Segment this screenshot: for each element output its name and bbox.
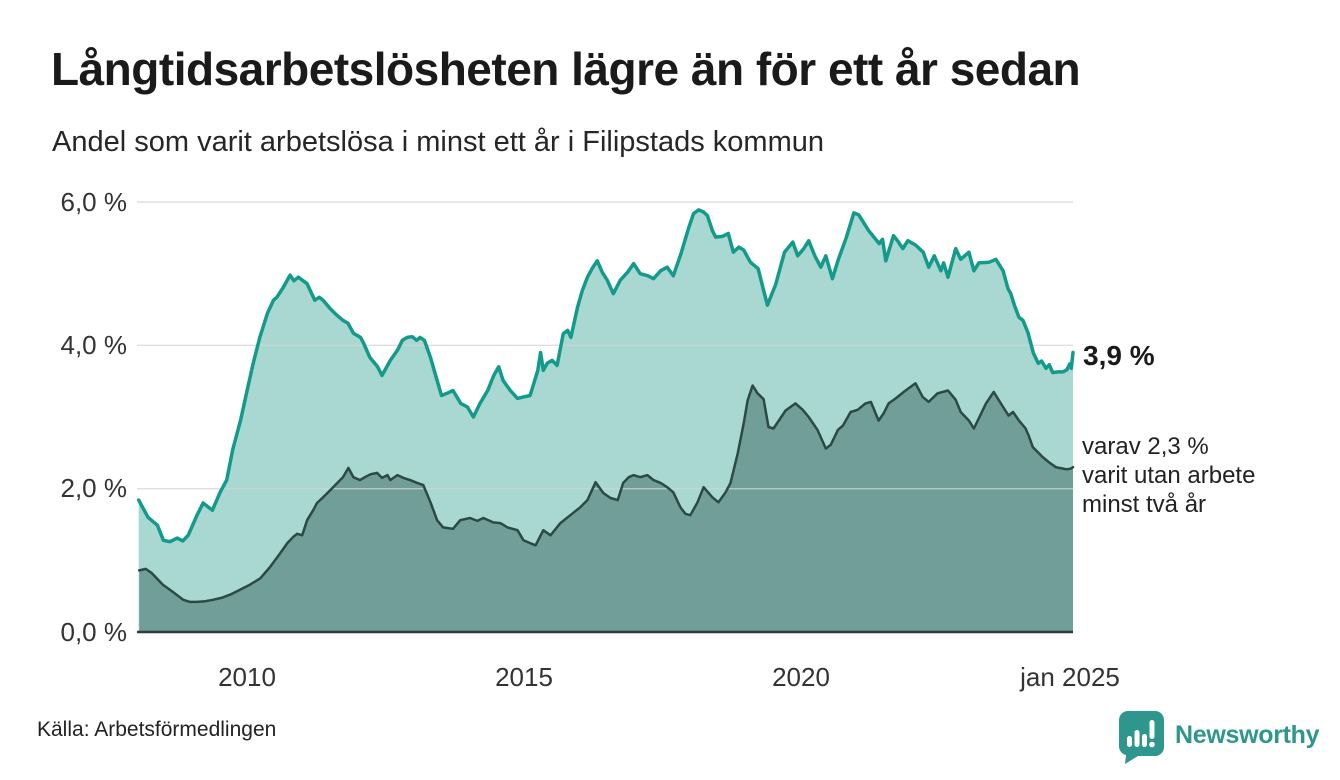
note-line-3: minst två år bbox=[1082, 491, 1207, 518]
newsworthy-logo: Newsworthy bbox=[1117, 710, 1320, 766]
chart-subtitle: Andel som varit arbetslösa i minst ett å… bbox=[52, 126, 824, 158]
y-tick-label-0: 0,0 % bbox=[60, 617, 128, 647]
series-line-2 bbox=[137, 382, 1075, 604]
note-line-1: varav 2,3 % bbox=[1082, 433, 1209, 460]
x-tick-label-2010: 2010 bbox=[218, 662, 276, 692]
x-tick-label-2015: 2015 bbox=[495, 662, 553, 692]
latest-value-label: 3,9 % bbox=[1083, 340, 1155, 371]
y-tick-label-4: 4,0 % bbox=[60, 330, 128, 360]
y-tick-label-6: 6,0 % bbox=[60, 187, 128, 217]
y-tick-label-2: 2,0 % bbox=[60, 473, 128, 503]
page-title: Långtidsarbetslösheten lägre än för ett … bbox=[51, 43, 1081, 95]
note-line-2: varit utan arbete bbox=[1082, 462, 1256, 489]
series-area-2 bbox=[139, 383, 1073, 632]
newsworthy-wordmark: Newsworthy bbox=[1175, 720, 1320, 749]
series-line-1 bbox=[136, 208, 1075, 544]
speech-bubble-bar-chart-icon bbox=[1119, 711, 1164, 764]
source-note: Källa: Arbetsförmedlingen bbox=[37, 718, 277, 741]
secondary-series-note: varav 2,3 % varit utan arbete minst två … bbox=[1082, 432, 1255, 519]
x-tick-label-jan-2025: jan 2025 bbox=[1020, 662, 1120, 692]
x-tick-label-2020: 2020 bbox=[772, 662, 830, 692]
